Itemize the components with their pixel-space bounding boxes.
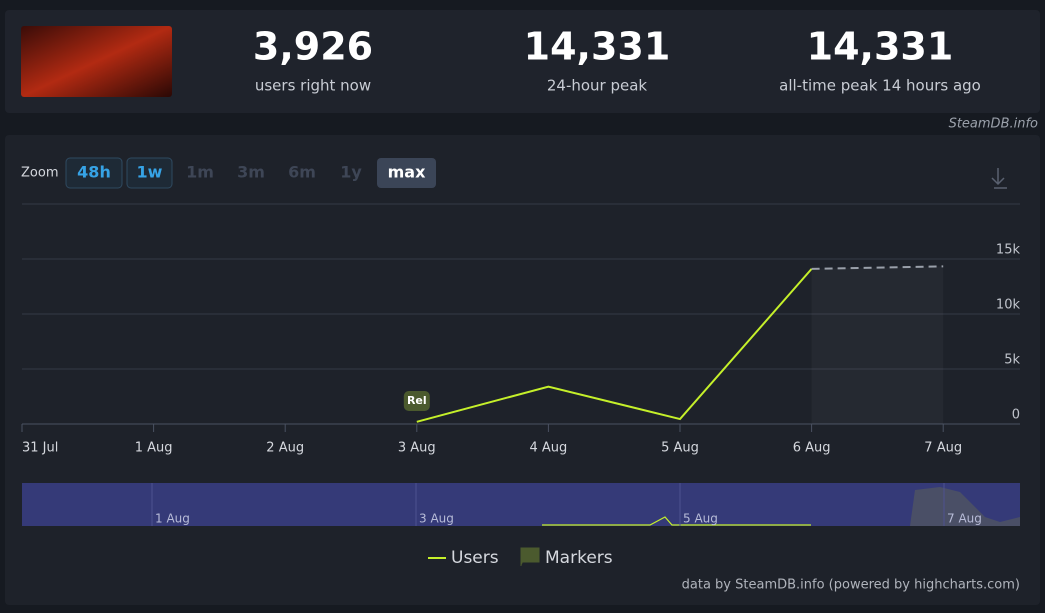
stat-label: 24-hour peak xyxy=(547,77,648,95)
peak-area xyxy=(812,266,944,424)
zoom-button[interactable] xyxy=(377,158,436,188)
brand: SteamDB.info xyxy=(949,117,1038,132)
legend-label[interactable]: Markers xyxy=(545,548,613,568)
game-image xyxy=(21,26,172,97)
x-tick-label: 7 Aug xyxy=(924,441,962,456)
x-tick-label: 2 Aug xyxy=(266,441,304,456)
y-tick-label: 15k xyxy=(996,243,1021,258)
download-icon[interactable] xyxy=(991,168,1007,189)
x-tick-label: 3 Aug xyxy=(398,441,436,456)
legend-flag xyxy=(520,547,540,566)
y-tick-label: 5k xyxy=(1004,353,1020,368)
marker-label: Rel xyxy=(407,394,427,407)
stat-value: 3,926 xyxy=(253,25,373,69)
navigator-label: 5 Aug xyxy=(683,512,718,526)
zoom-button[interactable] xyxy=(126,157,173,189)
x-tick-label: 5 Aug xyxy=(661,441,699,456)
navigator-label: 3 Aug xyxy=(419,512,454,526)
x-tick-label: 31 Jul xyxy=(22,441,58,456)
stat-label: users right now xyxy=(255,77,371,95)
stat-label: all-time peak 14 hours ago xyxy=(779,77,981,95)
zoom-button-label[interactable]: 3m xyxy=(237,163,265,182)
y-tick-label: 10k xyxy=(996,298,1021,313)
navigator-label: 7 Aug xyxy=(947,512,982,526)
zoom-button-label[interactable]: 1w xyxy=(137,163,163,182)
marker-flag xyxy=(403,391,430,411)
x-tick-label: 4 Aug xyxy=(530,441,568,456)
navigator-area xyxy=(812,487,1020,526)
zoom-button-label[interactable]: max xyxy=(388,163,426,182)
zoom-button[interactable] xyxy=(65,157,123,189)
x-tick-label: 6 Aug xyxy=(793,441,831,456)
series-line xyxy=(811,265,944,270)
navigator-label: 1 Aug xyxy=(155,512,190,526)
footer: data by SteamDB.info (powered by highcha… xyxy=(682,578,1020,593)
stat-value: 14,331 xyxy=(807,25,954,69)
legend-label[interactable]: Users xyxy=(451,548,499,568)
zoom-button-label[interactable]: 6m xyxy=(288,163,316,182)
navigator-line xyxy=(542,516,811,526)
series-line xyxy=(416,268,813,423)
x-tick-label: 1 Aug xyxy=(135,441,173,456)
header-panel xyxy=(5,10,1040,113)
zoom-label: Zoom xyxy=(21,166,58,181)
stat-value: 14,331 xyxy=(524,25,671,69)
zoom-button-label[interactable]: 1y xyxy=(340,163,362,182)
zoom-button-label[interactable]: 1m xyxy=(186,163,214,182)
zoom-button-label[interactable]: 48h xyxy=(77,163,111,182)
navigator xyxy=(22,483,1020,526)
y-tick-label: 0 xyxy=(1012,408,1020,423)
